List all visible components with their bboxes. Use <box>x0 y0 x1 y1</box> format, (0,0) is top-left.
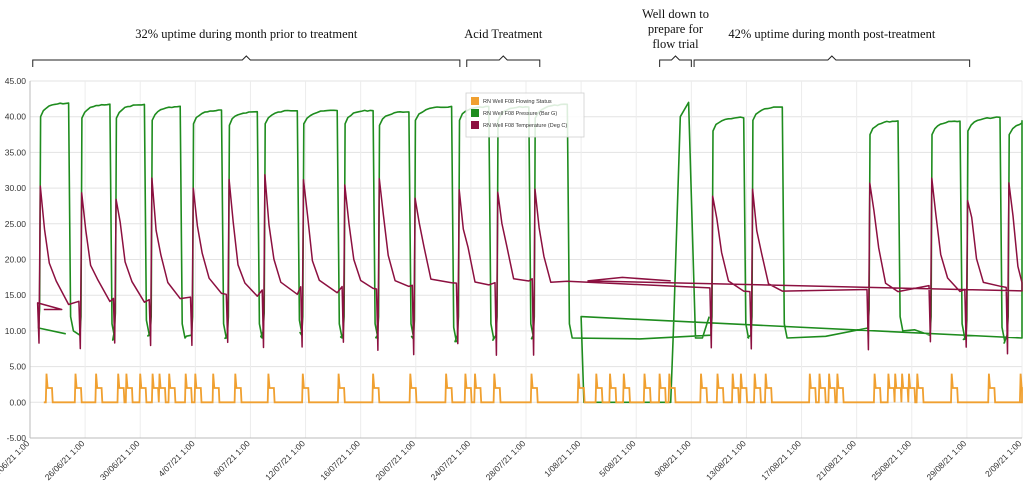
y-tick-label: 25.00 <box>5 219 27 229</box>
annotation-label: Well down to <box>642 7 709 21</box>
legend-box <box>465 92 585 138</box>
annotation-label: 32% uptime during month prior to treatme… <box>135 27 358 41</box>
legend-swatch <box>471 109 479 117</box>
series-group <box>36 101 1023 404</box>
y-tick-label: 40.00 <box>5 112 27 122</box>
y-tick-label: 10.00 <box>5 326 27 336</box>
legend-label: RN Well F08 Pressure (Bar G) <box>483 111 557 117</box>
y-tick-label: 30.00 <box>5 183 27 193</box>
y-tick-label: 15.00 <box>5 290 27 300</box>
annotation-label: Acid Treatment <box>464 27 543 41</box>
annotation-label: prepare for <box>648 22 704 36</box>
annotations: 32% uptime during month prior to treatme… <box>32 7 971 67</box>
annotation-bracket <box>32 55 461 67</box>
annotation-label: flow trial <box>652 37 699 51</box>
temperature-series-line <box>36 174 1023 356</box>
annotation-bracket <box>466 55 541 67</box>
legend-label: RN Well F08 Flowing Status <box>483 99 552 105</box>
y-tick-label: 20.00 <box>5 255 27 265</box>
y-tick-label: 45.00 <box>5 76 27 86</box>
pressure-series-line <box>37 101 1023 404</box>
annotation-label: 42% uptime during month post-treatment <box>728 27 935 41</box>
y-tick-label: -5.00 <box>7 433 27 443</box>
legend-swatch <box>471 121 479 129</box>
y-tick-label: 35.00 <box>5 147 27 157</box>
annotation-bracket <box>693 55 971 67</box>
legend-label: RN Well F08 Temperature (Deg C) <box>483 123 567 129</box>
legend-swatch <box>471 97 479 105</box>
legend: RN Well F08 Flowing Status RN Well F08 Pr… <box>465 92 585 138</box>
y-tick-label: 5.00 <box>9 362 26 372</box>
y-axis: -5.00 0.00 5.00 10.00 15.00 20.00 25.00 30.00 35… <box>5 76 1022 443</box>
flowing-status-series-line <box>43 373 1023 404</box>
annotation-bracket <box>659 55 692 67</box>
y-tick-label: 0.00 <box>9 397 26 407</box>
